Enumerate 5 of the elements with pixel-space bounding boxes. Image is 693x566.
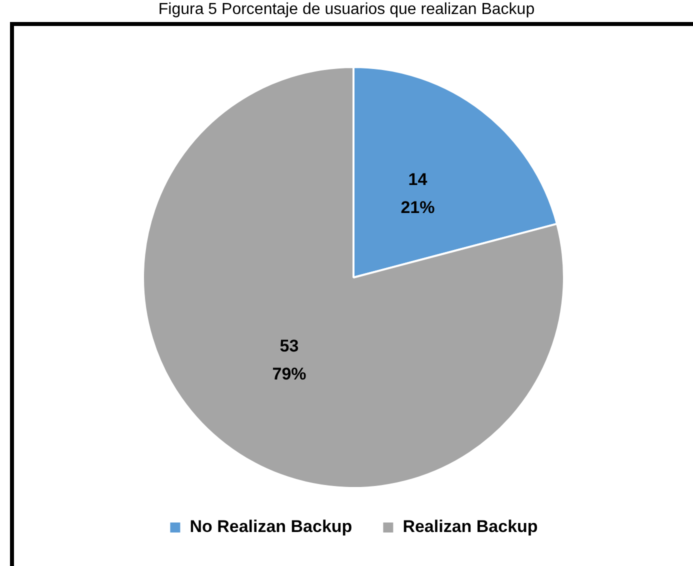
chart-title: Figura 5 Porcentaje de usuarios que realizan Backup bbox=[157, 0, 536, 20]
data-label: 53 79% bbox=[272, 336, 306, 384]
legend-label: No Realizan Backup bbox=[190, 517, 352, 536]
data-label: 14 21% bbox=[400, 170, 435, 217]
legend-label: Realizan Backup bbox=[402, 517, 538, 536]
